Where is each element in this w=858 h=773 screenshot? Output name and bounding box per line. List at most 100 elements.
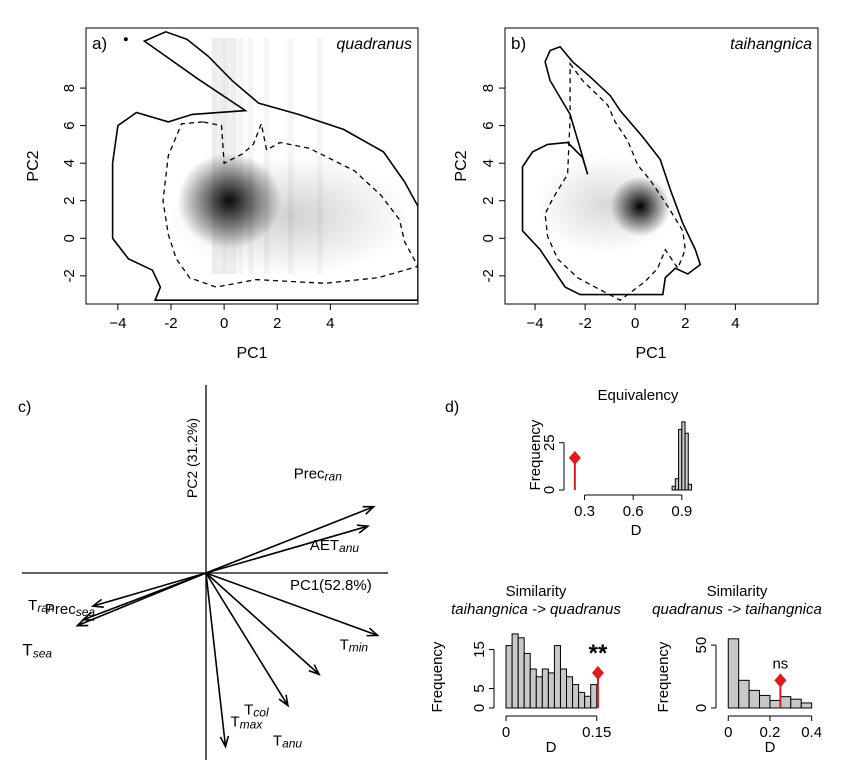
panel-a: −4 -2 0 2 4 -2 0 2 4 6 8 a) quadranus PC1 PC2 (25, 27, 419, 362)
x-tick-label: -2 (164, 315, 177, 332)
pca-label-main: T (28, 597, 37, 614)
panel-a-letter: a) (92, 34, 107, 53)
panel-b-density (535, 154, 676, 255)
x-tick-label: 0.15 (582, 724, 611, 741)
pca-vector-t-max (205, 572, 227, 747)
y-tick-label: -2 (480, 269, 497, 282)
y-tick-label: 50 (693, 637, 710, 654)
histogram-bar (727, 638, 740, 709)
density-stripe (230, 38, 237, 274)
histogram-bar (553, 645, 561, 709)
similarity-1-histogram: 0 0.15 0 5 15 ** (471, 633, 611, 741)
histogram-bar (590, 684, 598, 709)
y-tick-label: 0 (541, 486, 558, 494)
x-tick-label: −4 (109, 315, 126, 332)
x-tick-label: −4 (526, 315, 543, 332)
density-core (177, 152, 282, 249)
density-core (610, 176, 671, 237)
pca-label-prec-ran: Precran (294, 466, 343, 484)
equivalency-histogram: 0.3 0.6 0.9 0 25 (541, 421, 693, 520)
panel-a-contours (111, 30, 418, 301)
histogram-bar (790, 698, 802, 709)
panel-b-xlabel: PC1 (635, 345, 666, 362)
pca-label-sub: ran (37, 601, 55, 615)
y-tick-label: 4 (61, 159, 78, 167)
pca-vector-t-sea (76, 572, 207, 627)
panel-b: −4 -2 0 2 4 -2 0 2 4 6 8 b) taihangnica PC1 PC2 (453, 27, 819, 362)
pca-label-sub: ran (325, 470, 343, 484)
histogram-bar (748, 689, 761, 709)
x-tick-label: 0.2 (760, 724, 781, 741)
histogram-bar (529, 668, 537, 709)
y-tick-label: 6 (61, 121, 78, 129)
pca-x-label: PC1(52.8%) (290, 577, 372, 594)
density-stripe (247, 38, 254, 274)
similarity-1-title: Similarity (506, 583, 567, 600)
pca-label-main: T (231, 714, 240, 731)
pca-arrowhead (278, 694, 290, 708)
y-tick-label: -2 (61, 269, 78, 282)
pca-label-main: T (340, 636, 349, 653)
histogram-bar (505, 645, 513, 709)
pca-vector-prec-sea (92, 572, 207, 607)
panel-b-ylabel: PC2 (453, 150, 470, 181)
pca-vector-prec-ran (205, 505, 374, 574)
similarity-2-ylabel: Frequency (655, 641, 672, 712)
outer-contour (111, 30, 418, 301)
pca-arrowhead (308, 664, 321, 676)
panel-a-frame (85, 27, 419, 305)
histogram-bar (738, 679, 750, 709)
pca-label-sub: max (240, 718, 264, 732)
density-stripe (218, 38, 225, 274)
x-tick-label: 0.3 (574, 503, 595, 520)
density-stripe (237, 38, 244, 274)
pca-vector-t-min (205, 572, 378, 637)
panel-a-xlabel: PC1 (236, 345, 267, 362)
histogram-bar (566, 676, 574, 709)
panel-b-frame (504, 27, 819, 305)
pca-label-t-anu: Tanu (273, 733, 303, 751)
pca-label-t-ran: Tran (28, 597, 55, 615)
x-tick-label: 0 (631, 315, 639, 332)
histogram-bar (684, 432, 689, 491)
y-tick-label: 5 (471, 684, 488, 692)
pca-label-prec-sea: Precsea (45, 601, 96, 619)
x-tick-label: 4 (731, 315, 739, 332)
pca-label-aet-anu: AETanu (310, 537, 360, 555)
significance-label: ns (772, 655, 788, 672)
pca-arrowhead (219, 735, 230, 749)
pca-vectors: PrecranAETanuTminTcolTanuTmaxPrecseaTran… (22, 466, 380, 751)
y-tick-label: 8 (61, 84, 78, 92)
pca-label-t-col: Tcol (244, 701, 269, 719)
pca-label-main: Prec (45, 601, 76, 618)
y-tick-label: 2 (61, 197, 78, 205)
pca-vector-t-col (205, 572, 320, 675)
x-tick-label: 0 (220, 315, 228, 332)
x-tick-label: 0.4 (801, 724, 822, 741)
panel-a-ylabel: PC2 (25, 150, 42, 181)
panel-b-axes: −4 -2 0 2 4 -2 0 2 4 6 8 (480, 84, 740, 332)
histogram-bar (547, 672, 555, 709)
y-tick-label: 0 (480, 234, 497, 242)
histogram-bar (541, 668, 549, 709)
significance-label: ** (589, 640, 608, 667)
pca-label-main: T (244, 701, 253, 718)
pca-vector-aet-anu (205, 525, 369, 574)
histogram-bar (769, 699, 781, 709)
x-tick-label: 0 (724, 724, 732, 741)
x-tick-label: 0.6 (623, 503, 644, 520)
histogram-bar (517, 637, 525, 709)
density-stripe (223, 38, 230, 274)
pca-label-sub: min (349, 640, 369, 654)
pca-label-sub: sea (33, 647, 53, 661)
inner-contour (162, 121, 418, 288)
similarity-1-ylabel: Frequency (429, 641, 446, 712)
x-tick-label: 2 (681, 315, 689, 332)
pca-label-sub: sea (76, 605, 96, 619)
histogram-bar (687, 483, 693, 491)
x-tick-label: 0 (502, 724, 510, 741)
pca-label-sub: anu (339, 541, 359, 555)
y-tick-label: 25 (541, 434, 558, 451)
pca-label-t-sea: Tsea (22, 641, 52, 661)
